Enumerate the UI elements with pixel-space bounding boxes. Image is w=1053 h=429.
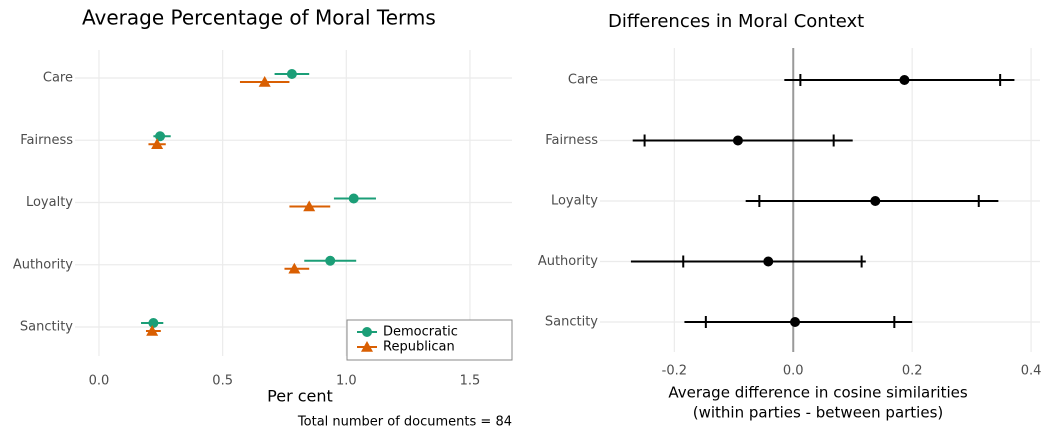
marker [790, 317, 801, 327]
x-tick-label: 1.0 [336, 374, 357, 389]
y-tick-label: Care [43, 71, 73, 86]
x-axis-label: Average difference in cosine similaritie… [668, 384, 968, 402]
marker [303, 200, 316, 212]
legend-marker [362, 327, 372, 337]
y-tick-label: Fairness [545, 133, 598, 148]
legend-label: Democratic [383, 325, 458, 340]
marker [151, 138, 164, 150]
legend-box [346, 319, 513, 361]
chart-title: Differences in Moral Context [608, 11, 864, 32]
marker [148, 318, 159, 328]
legend-label: Republican [383, 340, 455, 355]
y-tick-label: Authority [13, 257, 73, 272]
y-tick-label: Authority [538, 254, 598, 269]
y-tick-label: Fairness [20, 133, 73, 148]
y-tick-label: Loyalty [551, 194, 598, 209]
marker [258, 76, 271, 87]
x-tick-label: -0.2 [662, 364, 687, 379]
marker [325, 255, 336, 266]
x-tick-label: 0.4 [1021, 364, 1042, 379]
marker [870, 196, 881, 206]
marker [763, 256, 774, 267]
y-tick-label: Loyalty [26, 195, 73, 210]
x-tick-label: 0.5 [212, 374, 233, 389]
x-tick-label: 1.5 [460, 374, 481, 389]
marker [899, 75, 910, 85]
marker [286, 69, 297, 79]
x-tick-label: 0.0 [783, 364, 804, 379]
marker [288, 262, 301, 274]
chart-title: Average Percentage of Moral Terms [82, 6, 436, 30]
x-tick-label: 0.2 [902, 364, 923, 379]
legend-marker [361, 341, 373, 352]
x-axis-label: Per cent [267, 387, 333, 406]
marker [146, 325, 159, 336]
y-tick-label: Care [568, 73, 598, 88]
marker [155, 131, 166, 142]
x-axis-label: (within parties - between parties) [693, 404, 944, 422]
y-tick-label: Sanctity [545, 315, 598, 330]
x-tick-label: 0.0 [89, 374, 110, 389]
note: Total number of documents = 84 [297, 415, 512, 429]
marker [732, 135, 743, 146]
y-tick-label: Sanctity [20, 320, 73, 335]
marker [348, 193, 359, 204]
